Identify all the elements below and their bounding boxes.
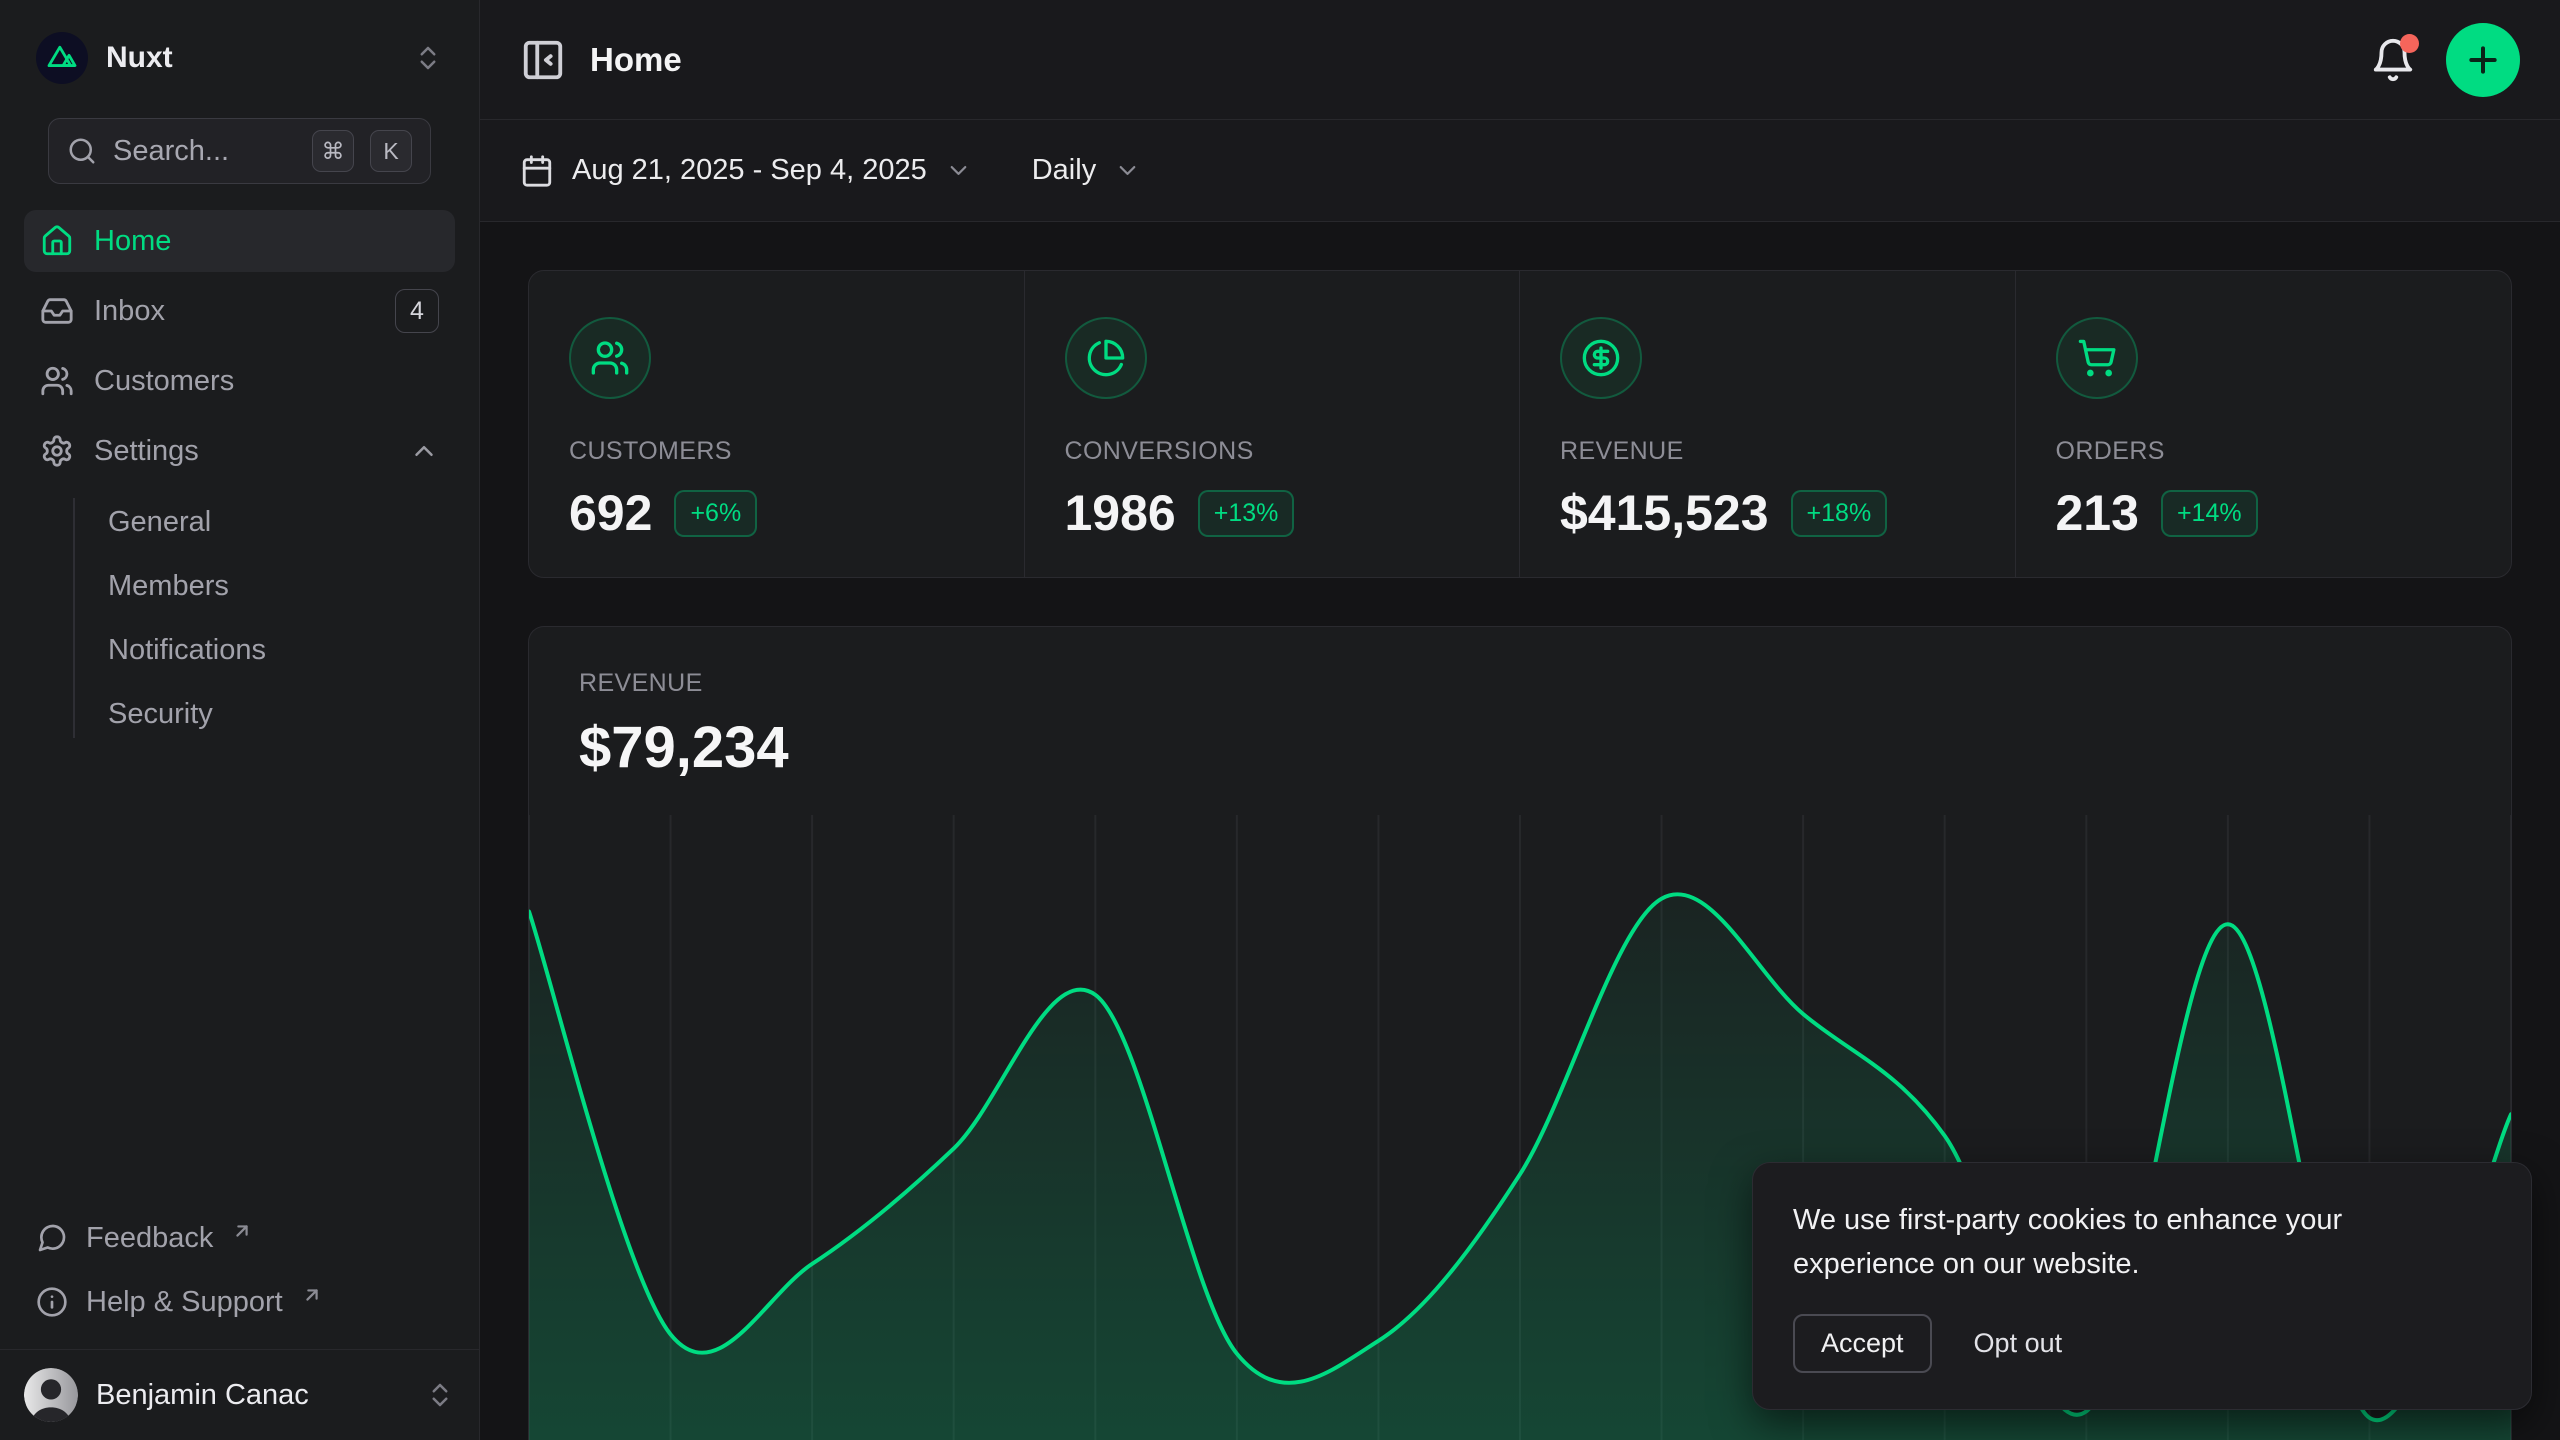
- stats-panel: CUSTOMERS 692 +6% CONVERSIONS 1986 +13% …: [528, 270, 2512, 578]
- search-input[interactable]: [113, 134, 296, 168]
- inbox-count-badge: 4: [395, 289, 439, 333]
- sidebar-spacer: [0, 746, 479, 1207]
- gear-icon: [40, 434, 74, 468]
- filters-toolbar: Aug 21, 2025 - Sep 4, 2025 Daily: [480, 120, 2560, 222]
- users-icon: [569, 317, 651, 399]
- opt-out-button[interactable]: Opt out: [1973, 1328, 2063, 1358]
- stat-value: 1986: [1064, 485, 1176, 541]
- page-title: Home: [590, 40, 682, 78]
- sidebar-item-security[interactable]: Security: [108, 682, 455, 746]
- sidebar-nav: Home Inbox 4 Customers Settings General …: [0, 210, 479, 746]
- workspace-switcher[interactable]: Nuxt: [24, 22, 455, 94]
- pie-chart-icon: [1064, 317, 1147, 399]
- stat-label: CONVERSIONS: [1064, 437, 1254, 465]
- panel-left-icon: [520, 37, 566, 83]
- stat-customers: CUSTOMERS 692 +6%: [529, 271, 1025, 577]
- stat-delta-badge: +18%: [1790, 489, 1888, 537]
- sidebar-item-members[interactable]: Members: [108, 554, 455, 618]
- sidebar: Nuxt ⌘ K Home Inbox 4 Customers Settings: [0, 0, 480, 1440]
- stat-value: 213: [2055, 485, 2139, 541]
- chevrons-up-down-icon: [413, 43, 443, 73]
- sidebar-item-customers[interactable]: Customers: [24, 350, 455, 412]
- inbox-icon: [40, 294, 74, 328]
- unread-dot: [2400, 33, 2419, 53]
- external-link-icon: [301, 1284, 323, 1306]
- kbd-k: K: [370, 130, 412, 172]
- notifications-button[interactable]: [2370, 33, 2419, 83]
- chevron-down-icon: [945, 157, 972, 184]
- shopping-cart-icon: [2055, 317, 2138, 399]
- stat-orders: ORDERS 213 +14%: [2016, 271, 2512, 577]
- chevrons-up-down-icon: [425, 1380, 455, 1410]
- stat-value: $415,523: [1560, 485, 1769, 541]
- sidebar-item-label: Customers: [94, 364, 235, 397]
- search-icon: [67, 136, 97, 166]
- revenue-chart-label: REVENUE: [579, 669, 703, 697]
- granularity-label: Daily: [1031, 154, 1097, 186]
- nuxt-logo-icon: [36, 32, 88, 84]
- revenue-chart-card: REVENUE $79,234: [528, 626, 2512, 1440]
- plus-icon: [2463, 40, 2503, 80]
- stat-revenue: REVENUE $415,523 +18%: [1520, 271, 2016, 577]
- search-input-wrap[interactable]: ⌘ K: [48, 118, 431, 184]
- stat-delta-badge: +13%: [1197, 489, 1295, 537]
- stat-delta-badge: +14%: [2160, 489, 2258, 537]
- external-link-icon: [231, 1220, 253, 1242]
- stat-delta-badge: +6%: [674, 489, 758, 537]
- calendar-icon: [520, 154, 554, 188]
- page-header: Home: [480, 0, 2560, 120]
- user-name: Benjamin Canac: [96, 1378, 309, 1411]
- header-actions: [2370, 22, 2520, 97]
- sidebar-item-inbox[interactable]: Inbox 4: [24, 280, 455, 342]
- sidebar-item-notifications[interactable]: Notifications: [108, 618, 455, 682]
- help-support-label: Help & Support: [86, 1285, 283, 1318]
- users-icon: [40, 364, 74, 398]
- cookie-banner: We use first-party cookies to enhance yo…: [1752, 1162, 2532, 1410]
- stat-label: ORDERS: [2055, 437, 2165, 465]
- new-item-button[interactable]: [2446, 22, 2520, 97]
- revenue-chart: [529, 815, 2511, 1440]
- sidebar-collapse-button[interactable]: [520, 37, 566, 83]
- accept-button[interactable]: Accept: [1793, 1314, 1932, 1373]
- sidebar-item-label: Settings: [94, 434, 199, 467]
- stat-conversions: CONVERSIONS 1986 +13%: [1025, 271, 1520, 577]
- user-menu[interactable]: Benjamin Canac: [0, 1349, 479, 1440]
- message-bubble-icon: [36, 1222, 68, 1254]
- stat-value: 692: [569, 485, 653, 541]
- feedback-link[interactable]: Feedback: [24, 1207, 455, 1269]
- date-range-label: Aug 21, 2025 - Sep 4, 2025: [572, 154, 927, 186]
- revenue-chart-total: $79,234: [579, 715, 789, 780]
- granularity-select[interactable]: Daily: [1032, 154, 1141, 187]
- feedback-label: Feedback: [86, 1221, 214, 1254]
- stat-label: CUSTOMERS: [569, 437, 732, 465]
- kbd-command: ⌘: [312, 130, 354, 172]
- avatar: [24, 1368, 78, 1422]
- date-range-picker[interactable]: Aug 21, 2025 - Sep 4, 2025: [520, 154, 972, 188]
- sidebar-item-settings[interactable]: Settings: [24, 420, 455, 482]
- info-circle-icon: [36, 1286, 68, 1318]
- chevron-down-icon: [1114, 157, 1141, 184]
- cookie-message: We use first-party cookies to enhance yo…: [1793, 1204, 2343, 1280]
- stat-label: REVENUE: [1560, 437, 1684, 465]
- settings-subnav: General Members Notifications Security: [24, 490, 455, 746]
- sidebar-footer-links: Feedback Help & Support: [0, 1207, 479, 1349]
- sidebar-item-label: Inbox: [94, 294, 165, 327]
- circle-dollar-icon: [1560, 317, 1642, 399]
- sidebar-item-home[interactable]: Home: [24, 210, 455, 272]
- chart-area: [529, 815, 2511, 1440]
- chevron-up-icon: [409, 436, 439, 466]
- home-icon: [40, 224, 74, 258]
- sidebar-item-general[interactable]: General: [108, 490, 455, 554]
- help-support-link[interactable]: Help & Support: [24, 1271, 455, 1333]
- workspace-name: Nuxt: [106, 41, 173, 74]
- sidebar-item-label: Home: [94, 224, 172, 257]
